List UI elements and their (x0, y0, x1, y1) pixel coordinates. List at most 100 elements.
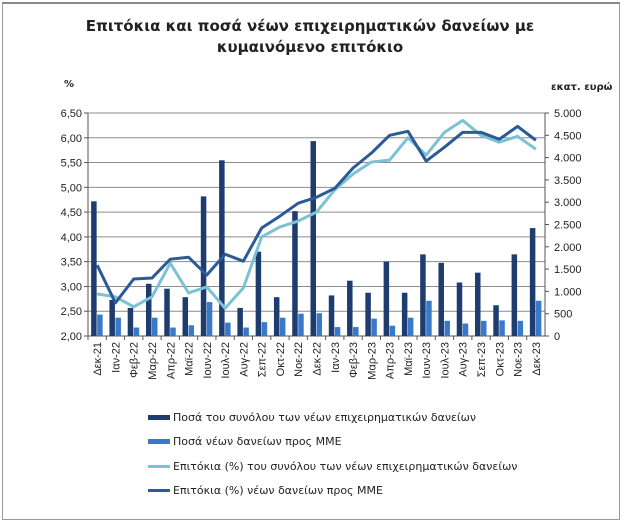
line-total-rate (96, 118, 537, 310)
bar-sme-amount (188, 325, 195, 336)
legend-item-total-rate: Επιτόκια (%) του συνόλου των νέων επιχει… (148, 454, 517, 479)
bar-total-amount (273, 297, 280, 336)
legend-label: Επιτόκια (%) νέων δανείων προς ΜΜΕ (173, 484, 383, 498)
x-axis-tick-label: Σεπ-22 (257, 342, 269, 377)
bar-total-amount (401, 292, 408, 336)
right-axis-tick-label: 3.000 (554, 197, 582, 209)
bar-total-amount (438, 262, 444, 336)
chart-frame (2, 2, 620, 520)
chart-title: Επιτόκια και ποσά νέων επιχειρηματικών δ… (85, 17, 535, 56)
x-axis-tick-label: Φεβ-23 (348, 342, 360, 378)
legend-label: Ποσά νέων δανείων προς ΜΜΕ (173, 435, 342, 449)
legend-label: Ποσά του συνόλου των νέων επιχειρηματικώ… (173, 410, 477, 424)
right-axis-tick-label: 1.000 (554, 286, 582, 298)
x-axis-tick-label: Ιουν-23 (421, 342, 433, 379)
bar-sme-amount (407, 317, 414, 336)
legend-swatch (148, 464, 170, 468)
bar-sme-amount (151, 317, 158, 336)
left-axis-tick-label: 5,50 (61, 158, 82, 170)
right-axis-tick-label: 1.500 (554, 264, 582, 276)
left-axis-tick-label: 2,00 (61, 331, 82, 343)
bar-total-amount (365, 292, 371, 336)
bar-sme-amount (279, 317, 286, 336)
x-axis-tick-label: Απρ-22 (165, 342, 177, 379)
x-axis-tick-label: Απρ-23 (385, 342, 397, 379)
bar-sme-amount (115, 317, 121, 336)
bar-total-amount (145, 283, 152, 336)
x-axis-tick-label: Ιουν-22 (202, 342, 214, 379)
legend-swatch (148, 414, 170, 420)
x-axis-tick-label: Σεπ-23 (476, 342, 488, 377)
legend-item-sme-rate: Επιτόκια (%) νέων δανείων προς ΜΜΕ (148, 479, 517, 504)
bar-total-amount (493, 305, 499, 336)
right-axis-tick-label: 2.500 (554, 220, 582, 232)
bar-total-amount (109, 299, 115, 336)
bar-sme-amount (334, 327, 341, 336)
x-axis-tick-label: Δεκ-22 (312, 342, 324, 376)
x-axis-tick-label: Ιουλ-23 (439, 342, 451, 379)
left-axis-tick-label: 4,00 (61, 232, 82, 244)
right-axis-tick-label: 500 (554, 309, 572, 321)
x-axis-tick-label: Μαϊ-23 (403, 342, 415, 376)
right-axis-tick-label: 4.500 (554, 130, 582, 142)
x-axis-tick-label: Φεβ-22 (129, 342, 141, 378)
bar-sme-amount (133, 327, 140, 336)
bar-sme-amount (225, 322, 231, 336)
x-axis-tick-label: Μαρ-23 (366, 342, 378, 380)
bar-sme-amount (517, 320, 524, 336)
bar-total-amount (347, 280, 353, 336)
x-axis-tick-label: Μαρ-22 (147, 342, 159, 380)
legend-label: Επιτόκια (%) του συνόλου των νέων επιχει… (173, 459, 518, 473)
legend-item-sme-amount: Ποσά νέων δανείων προς ΜΜΕ (148, 430, 517, 455)
left-axis-tick-label: 2,50 (61, 306, 82, 318)
bar-total-amount (475, 272, 481, 336)
left-axis-tick-label: 4,50 (61, 207, 82, 219)
bar-sme-amount (481, 320, 487, 336)
left-axis-tick-label: 6,00 (61, 133, 82, 145)
bar-total-amount (420, 254, 426, 336)
bar-total-amount (182, 297, 189, 336)
right-axis-tick-label: 2.000 (554, 242, 582, 254)
x-axis-tick-label: Ιαν-23 (330, 342, 342, 373)
left-axis-tick-label: 5,00 (61, 182, 82, 194)
x-axis-tick-label: Δεκ-21 (92, 342, 104, 376)
left-axis-tick-label: 3,50 (61, 257, 82, 269)
legend-swatch (148, 489, 170, 493)
bar-total-amount (511, 254, 518, 336)
bar-sme-amount (535, 300, 542, 336)
x-axis-tick-label: Νοε-23 (513, 342, 525, 377)
bar-sme-amount (462, 323, 469, 336)
x-axis-tick-label: Ιουλ-22 (220, 342, 232, 379)
bar-sme-amount (97, 314, 103, 336)
bar-total-amount (237, 307, 243, 336)
bar-sme-amount (371, 318, 377, 336)
left-axis-tick-label: 3,00 (61, 281, 82, 293)
bar-total-amount (91, 201, 97, 336)
bar-total-amount (219, 160, 225, 336)
x-axis-tick-label: Αυγ-22 (238, 342, 250, 377)
bar-total-amount (328, 295, 335, 336)
right-axis-tick-label: 0 (554, 331, 560, 343)
left-axis-tick-label: 6,50 (61, 108, 82, 120)
right-axis-tick-label: 5.000 (554, 108, 582, 120)
bar-sme-amount (353, 327, 359, 336)
bar-sme-amount (444, 320, 450, 336)
x-axis-tick-label: Οκτ-22 (275, 342, 287, 376)
legend-swatch (148, 439, 170, 445)
right-axis-tick-label: 4.000 (554, 153, 582, 165)
x-axis-tick-label: Ιαν-22 (110, 342, 122, 373)
x-axis-tick-label: Μαϊ-22 (184, 342, 196, 376)
bar-total-amount (255, 251, 262, 336)
legend-item-total-amount: Ποσά του συνόλου των νέων επιχειρηματικώ… (148, 405, 517, 430)
bar-total-amount (310, 141, 316, 336)
left-axis-unit: % (64, 79, 75, 90)
right-axis-tick-label: 3.500 (554, 175, 582, 187)
bar-sme-amount (170, 327, 176, 336)
bar-sme-amount (261, 322, 268, 336)
bar-sme-amount (316, 313, 322, 336)
bar-total-amount (383, 261, 390, 336)
x-axis-tick-label: Οκτ-23 (494, 342, 506, 376)
x-axis-tick-label: Αυγ-23 (458, 342, 470, 377)
bar-sme-amount (389, 325, 396, 336)
